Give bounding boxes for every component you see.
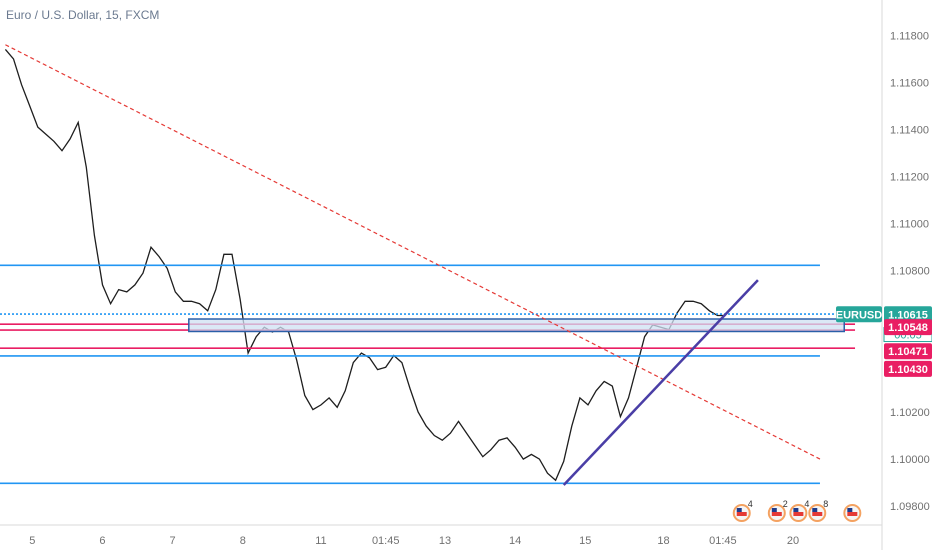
flag-stripe: [771, 512, 782, 516]
price-label-box: [884, 319, 932, 336]
time-tick-label: 01:45: [709, 535, 737, 547]
price-label-text: EURUSD: [836, 309, 883, 321]
time-tick-label: 15: [579, 535, 591, 547]
flag-stripe: [793, 512, 804, 516]
flag-stripe: [847, 512, 858, 516]
downtrend-line: [5, 44, 821, 460]
price-label-box: [884, 306, 932, 323]
price-tick-label: 1.11600: [890, 77, 929, 89]
time-tick-label: 6: [99, 535, 105, 547]
support-zone: [188, 318, 845, 333]
price-label-text: 1.10430: [888, 364, 928, 376]
chart-title: Euro / U.S. Dollar, 15, FXCM: [6, 8, 160, 22]
price-tick-label: 1.11800: [890, 30, 929, 42]
time-tick-label: 14: [509, 535, 521, 547]
time-tick-label: 8: [240, 535, 246, 547]
event-count: 4: [748, 499, 753, 509]
flag-stripe: [736, 512, 747, 516]
price-tick-label: 1.10800: [890, 266, 930, 278]
time-tick-label: 5: [29, 535, 35, 547]
price-tick-label: 1.11400: [890, 124, 929, 136]
event-count: 4: [804, 499, 809, 509]
time-tick-label: 20: [787, 535, 799, 547]
time-tick-label: 11: [315, 535, 326, 547]
flag-canton: [771, 508, 777, 512]
time-tick-label: 01:45: [372, 535, 400, 547]
event-count: 2: [783, 499, 788, 509]
event-count: 8: [823, 499, 828, 509]
flag-canton: [736, 508, 742, 512]
flag-canton: [793, 508, 799, 512]
time-tick-label: 13: [439, 535, 451, 547]
price-label-box: [884, 360, 932, 377]
price-label-box: [884, 343, 932, 360]
price-label-box: [836, 306, 882, 323]
price-tick-label: 1.10000: [890, 454, 930, 466]
price-tick-label: 1.11200: [890, 172, 929, 184]
price-tick-label: 1.11000: [890, 219, 929, 231]
time-tick-label: 7: [170, 535, 176, 547]
price-tick-label: 1.09800: [890, 501, 930, 513]
uptrend-line: [562, 279, 759, 486]
price-label-text: 1.10615: [888, 309, 928, 321]
flag-canton: [847, 508, 853, 512]
time-tick-label: 18: [657, 535, 669, 547]
price-label-text: 1.10548: [888, 322, 928, 334]
flag-canton: [812, 508, 818, 512]
flag-stripe: [812, 512, 823, 516]
price-label-text: 1.10471: [888, 346, 928, 358]
price-tick-label: 1.10200: [890, 407, 930, 419]
